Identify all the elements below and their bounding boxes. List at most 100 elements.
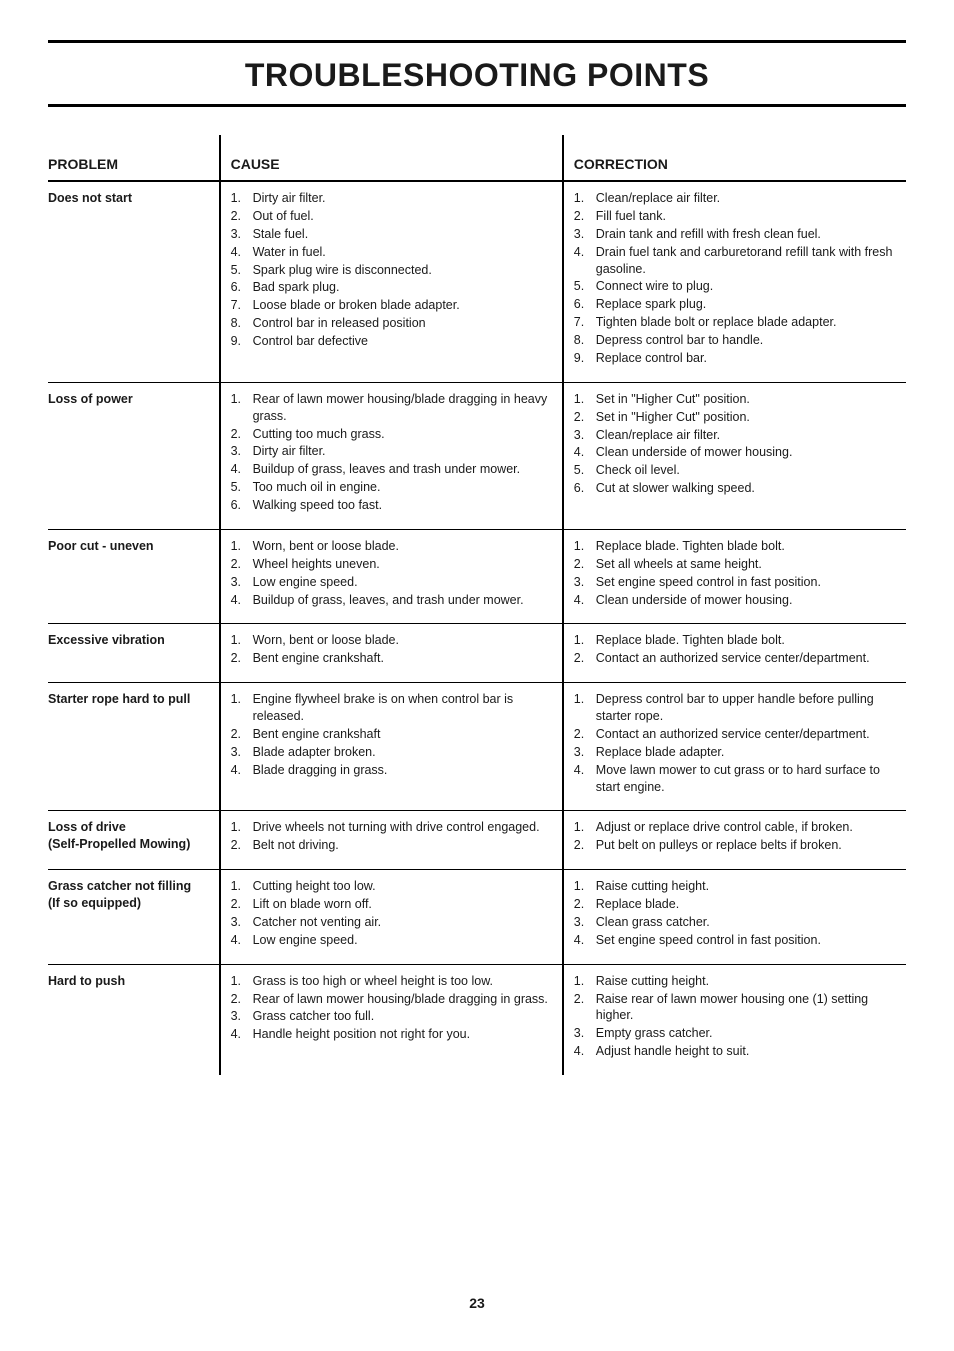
correction-cell: 1.Replace blade. Tighten blade bolt.2.Se…	[563, 529, 906, 624]
numbered-list: 1.Worn, bent or loose blade.2.Wheel heig…	[231, 538, 552, 609]
list-item: 6.Replace spark plug.	[574, 296, 896, 313]
list-item: 4.Handle height position not right for y…	[231, 1026, 552, 1043]
list-item: 1.Raise cutting height.	[574, 973, 896, 990]
list-item: 8.Control bar in released position	[231, 315, 552, 332]
list-item-number: 8.	[574, 332, 596, 349]
numbered-list: 1.Set in "Higher Cut" position.2.Set in …	[574, 391, 896, 497]
list-item: 1.Drive wheels not turning with drive co…	[231, 819, 552, 836]
list-item-text: Worn, bent or loose blade.	[253, 632, 552, 649]
table-row: Poor cut - uneven1.Worn, bent or loose b…	[48, 529, 906, 624]
correction-cell: 1.Raise cutting height.2.Raise rear of l…	[563, 964, 906, 1075]
numbered-list: 1.Drive wheels not turning with drive co…	[231, 819, 552, 854]
list-item-text: Replace blade.	[596, 896, 896, 913]
numbered-list: 1.Worn, bent or loose blade.2.Bent engin…	[231, 632, 552, 667]
list-item-number: 5.	[574, 278, 596, 295]
list-item-number: 7.	[574, 314, 596, 331]
title-underline-rule	[48, 104, 906, 107]
list-item: 5.Check oil level.	[574, 462, 896, 479]
list-item-text: Drain fuel tank and carburetorand refill…	[596, 244, 896, 278]
list-item: 2.Bent engine crankshaft	[231, 726, 552, 743]
page-number: 23	[48, 1295, 906, 1311]
list-item: 1.Dirty air filter.	[231, 190, 552, 207]
list-item: 8.Depress control bar to handle.	[574, 332, 896, 349]
list-item: 3.Clean/replace air filter.	[574, 427, 896, 444]
list-item-text: Contact an authorized service center/dep…	[596, 726, 896, 743]
cause-cell: 1.Engine flywheel brake is on when contr…	[220, 683, 563, 811]
list-item-number: 1.	[574, 391, 596, 408]
list-item-text: Engine flywheel brake is on when control…	[253, 691, 552, 725]
list-item: 3.Drain tank and refill with fresh clean…	[574, 226, 896, 243]
list-item-text: Too much oil in engine.	[253, 479, 552, 496]
list-item: 3.Blade adapter broken.	[231, 744, 552, 761]
correction-cell: 1.Depress control bar to upper handle be…	[563, 683, 906, 811]
table-row: Hard to push1.Grass is too high or wheel…	[48, 964, 906, 1075]
list-item-text: Replace control bar.	[596, 350, 896, 367]
correction-cell: 1.Clean/replace air filter.2.Fill fuel t…	[563, 181, 906, 382]
list-item-text: Out of fuel.	[253, 208, 552, 225]
list-item-text: Control bar in released position	[253, 315, 552, 332]
list-item-number: 4.	[231, 762, 253, 779]
list-item: 2.Put belt on pulleys or replace belts i…	[574, 837, 896, 854]
list-item: 6.Walking speed too fast.	[231, 497, 552, 514]
list-item-text: Bad spark plug.	[253, 279, 552, 296]
list-item-number: 2.	[574, 837, 596, 854]
list-item-text: Clean grass catcher.	[596, 914, 896, 931]
list-item: 4.Set engine speed control in fast posit…	[574, 932, 896, 949]
problem-cell: Excessive vibration	[48, 624, 220, 683]
list-item: 3.Catcher not venting air.	[231, 914, 552, 931]
list-item-text: Wheel heights uneven.	[253, 556, 552, 573]
list-item-number: 1.	[231, 878, 253, 895]
list-item: 2.Raise rear of lawn mower housing one (…	[574, 991, 896, 1025]
numbered-list: 1.Engine flywheel brake is on when contr…	[231, 691, 552, 778]
list-item-number: 7.	[231, 297, 253, 314]
cause-cell: 1.Rear of lawn mower housing/blade dragg…	[220, 382, 563, 529]
list-item-number: 2.	[574, 991, 596, 1025]
list-item-text: Low engine speed.	[253, 932, 552, 949]
list-item: 4.Low engine speed.	[231, 932, 552, 949]
list-item: 2.Cutting too much grass.	[231, 426, 552, 443]
list-item-text: Move lawn mower to cut grass or to hard …	[596, 762, 896, 796]
list-item-number: 4.	[231, 244, 253, 261]
numbered-list: 1.Cutting height too low.2.Lift on blade…	[231, 878, 552, 949]
list-item-text: Walking speed too fast.	[253, 497, 552, 514]
list-item-number: 6.	[574, 480, 596, 497]
cause-cell: 1.Drive wheels not turning with drive co…	[220, 811, 563, 870]
list-item-number: 4.	[231, 1026, 253, 1043]
list-item-number: 2.	[231, 896, 253, 913]
list-item: 3.Grass catcher too full.	[231, 1008, 552, 1025]
list-item-text: Control bar defective	[253, 333, 552, 350]
list-item-number: 3.	[231, 443, 253, 460]
list-item-text: Bent engine crankshaft.	[253, 650, 552, 667]
page-title: TROUBLESHOOTING POINTS	[48, 43, 906, 104]
list-item: 1.Cutting height too low.	[231, 878, 552, 895]
list-item: 2.Lift on blade worn off.	[231, 896, 552, 913]
problem-cell: Starter rope hard to pull	[48, 683, 220, 811]
list-item-number: 6.	[231, 497, 253, 514]
list-item-number: 2.	[231, 426, 253, 443]
table-body: Does not start1.Dirty air filter.2.Out o…	[48, 181, 906, 1075]
list-item: 6.Bad spark plug.	[231, 279, 552, 296]
numbered-list: 1.Dirty air filter.2.Out of fuel.3.Stale…	[231, 190, 552, 350]
list-item: 2.Fill fuel tank.	[574, 208, 896, 225]
list-item-number: 3.	[574, 226, 596, 243]
list-item-text: Raise cutting height.	[596, 878, 896, 895]
list-item-text: Dirty air filter.	[253, 443, 552, 460]
list-item-number: 9.	[574, 350, 596, 367]
list-item: 5.Too much oil in engine.	[231, 479, 552, 496]
list-item-number: 4.	[231, 932, 253, 949]
list-item-number: 8.	[231, 315, 253, 332]
list-item-number: 5.	[574, 462, 596, 479]
list-item: 1.Raise cutting height.	[574, 878, 896, 895]
list-item-number: 1.	[231, 538, 253, 555]
list-item: 2.Replace blade.	[574, 896, 896, 913]
list-item-number: 3.	[574, 744, 596, 761]
list-item-text: Replace blade. Tighten blade bolt.	[596, 538, 896, 555]
list-item-number: 1.	[574, 190, 596, 207]
list-item-text: Put belt on pulleys or replace belts if …	[596, 837, 896, 854]
list-item: 2.Set all wheels at same height.	[574, 556, 896, 573]
list-item-number: 4.	[574, 1043, 596, 1060]
list-item-text: Water in fuel.	[253, 244, 552, 261]
list-item-text: Rear of lawn mower housing/blade draggin…	[253, 991, 552, 1008]
list-item-text: Low engine speed.	[253, 574, 552, 591]
list-item: 1.Depress control bar to upper handle be…	[574, 691, 896, 725]
